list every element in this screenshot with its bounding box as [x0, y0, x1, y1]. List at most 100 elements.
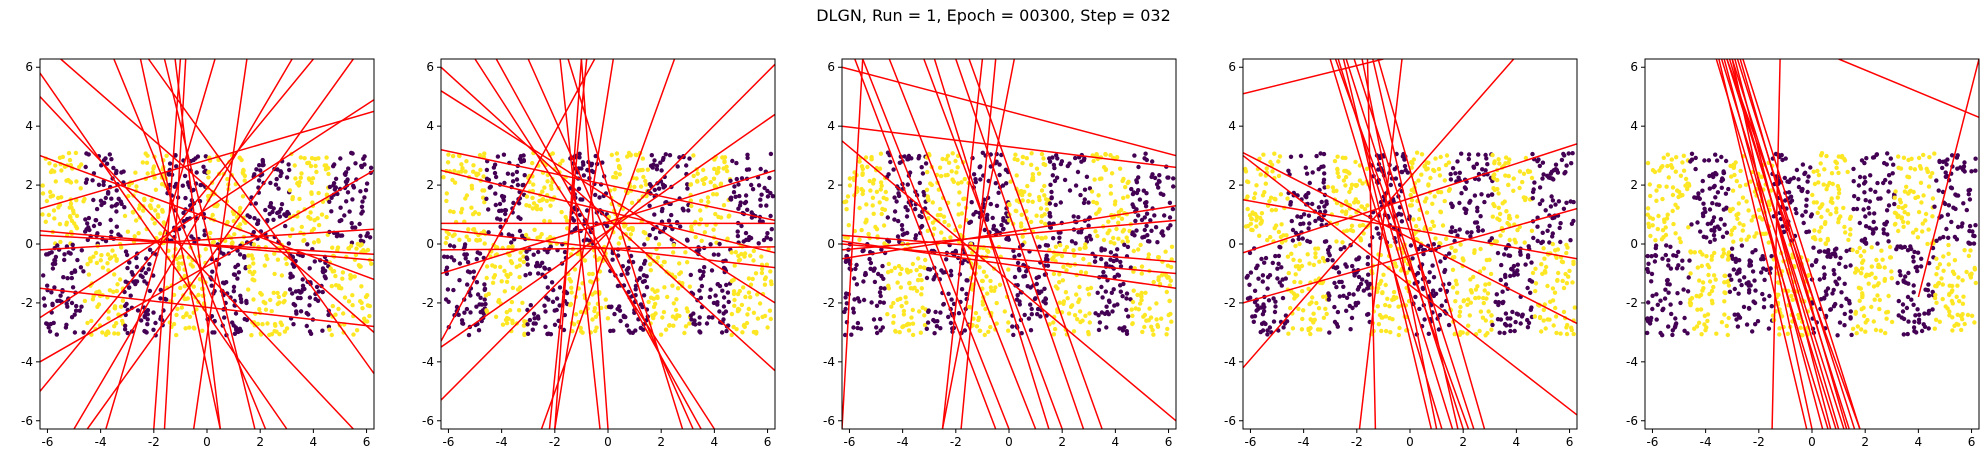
data-point: [147, 247, 153, 252]
data-point: [1715, 224, 1720, 229]
data-point: [203, 247, 208, 252]
data-point: [698, 208, 703, 213]
data-point: [135, 308, 141, 313]
data-point: [79, 304, 84, 309]
data-point: [1695, 307, 1700, 312]
data-point: [350, 303, 355, 308]
data-point: [681, 208, 686, 213]
data-point: [634, 152, 639, 158]
data-point: [1525, 317, 1530, 323]
data-point: [1296, 236, 1301, 242]
data-point: [45, 283, 50, 288]
data-point: [1038, 314, 1043, 319]
data-point: [271, 206, 276, 211]
data-point: [287, 287, 293, 292]
data-point: [1388, 182, 1394, 188]
data-point: [1104, 304, 1109, 309]
data-point: [857, 299, 862, 304]
plot-area: [1645, 59, 1979, 429]
data-point: [735, 233, 741, 239]
data-point: [1419, 152, 1425, 157]
data-point: [482, 188, 487, 193]
data-point: [1663, 287, 1668, 292]
data-point: [973, 209, 979, 215]
data-point: [745, 155, 750, 161]
data-point: [1093, 311, 1098, 316]
data-point: [1660, 256, 1665, 261]
data-point: [866, 231, 871, 237]
data-point: [1087, 233, 1092, 239]
data-point: [1361, 288, 1367, 293]
data-point: [1265, 275, 1271, 280]
data-point: [1695, 265, 1701, 270]
data-point: [907, 280, 912, 286]
data-point: [193, 156, 198, 161]
data-point: [524, 194, 530, 199]
data-point: [1118, 264, 1124, 269]
data-point: [1503, 311, 1509, 316]
data-point: [751, 258, 756, 263]
data-point: [48, 321, 53, 327]
data-point: [1681, 287, 1686, 292]
data-point: [1323, 209, 1328, 214]
y-tick-label: 6: [426, 60, 434, 74]
data-point: [959, 211, 965, 216]
data-point: [894, 199, 899, 204]
data-point: [731, 277, 736, 282]
data-point: [86, 215, 92, 221]
data-point: [1139, 217, 1145, 223]
data-point: [144, 256, 149, 261]
data-point: [1034, 166, 1040, 171]
data-point: [736, 182, 741, 187]
data-point: [1497, 161, 1502, 166]
y-tick-label: 0: [426, 237, 434, 251]
plot-area: [441, 59, 775, 429]
data-point: [451, 287, 456, 293]
data-point: [122, 205, 127, 210]
data-point: [1408, 243, 1414, 248]
data-point: [1276, 261, 1281, 266]
data-point: [1051, 255, 1056, 260]
data-point: [210, 240, 215, 245]
data-point: [1100, 295, 1105, 300]
data-point: [263, 207, 268, 213]
data-point: [510, 285, 516, 291]
data-point: [331, 164, 336, 169]
data-point: [687, 321, 692, 326]
data-point: [1667, 282, 1672, 287]
data-point: [349, 274, 354, 279]
data-point: [536, 249, 541, 255]
data-point: [478, 167, 483, 173]
data-point: [134, 184, 139, 189]
data-point: [130, 272, 135, 277]
data-point: [1265, 237, 1270, 243]
y-tick-label: -6: [823, 414, 835, 428]
data-point: [482, 200, 487, 205]
data-point: [1340, 240, 1345, 245]
data-point: [525, 331, 531, 336]
data-point: [1715, 190, 1721, 195]
x-tick-label: 2: [1459, 435, 1467, 449]
data-point: [299, 289, 304, 294]
data-point: [1430, 288, 1436, 293]
data-point: [1487, 281, 1492, 286]
data-point: [909, 156, 914, 161]
data-point: [1299, 263, 1305, 269]
data-point: [1648, 233, 1653, 239]
data-point: [1654, 292, 1659, 297]
hyperplane-line: [1243, 152, 1577, 325]
data-point: [859, 164, 865, 169]
data-point: [543, 309, 548, 314]
data-point: [498, 264, 503, 270]
data-point: [985, 291, 990, 296]
data-point: [756, 183, 762, 188]
data-point: [1161, 192, 1166, 197]
data-point: [255, 221, 261, 226]
data-point: [338, 205, 343, 210]
data-point: [324, 214, 329, 220]
x-tick-label: -2: [1351, 435, 1363, 449]
data-point: [1486, 193, 1491, 198]
data-point: [1348, 227, 1354, 233]
data-point: [1557, 225, 1562, 231]
hyperplane-line: [1372, 59, 1459, 429]
